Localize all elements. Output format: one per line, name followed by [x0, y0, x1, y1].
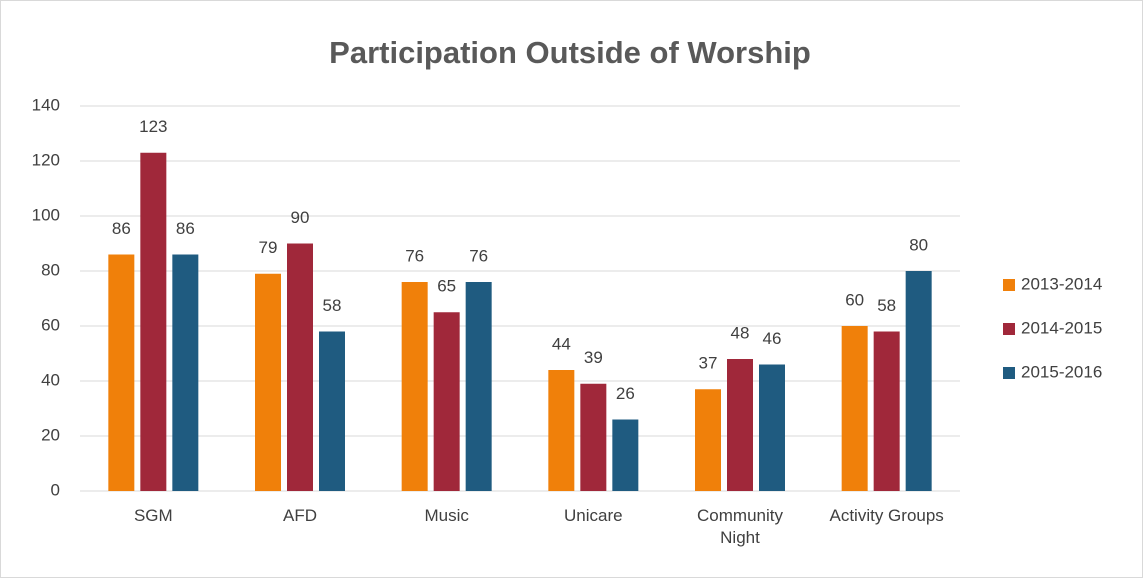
data-label: 76	[405, 246, 424, 265]
legend-swatch	[1003, 279, 1015, 291]
y-tick-label: 40	[41, 370, 60, 389]
y-tick-label: 120	[32, 150, 60, 169]
data-label: 58	[877, 296, 896, 315]
y-tick-label: 0	[51, 480, 60, 499]
data-label: 65	[437, 277, 456, 296]
bar	[401, 282, 428, 491]
bar	[287, 243, 313, 491]
bar	[727, 359, 753, 491]
x-tick-label: Music	[424, 506, 469, 525]
data-label: 123	[139, 117, 167, 136]
x-tick-label: AFD	[283, 506, 317, 525]
legend-label: 2013-2014	[1021, 274, 1102, 293]
bar	[841, 326, 868, 491]
data-label: 79	[259, 238, 278, 257]
data-label: 76	[469, 246, 488, 265]
y-tick-label: 20	[41, 425, 60, 444]
x-tick-label: Unicare	[564, 506, 623, 525]
bar	[759, 364, 785, 491]
bar	[433, 312, 460, 491]
data-label: 39	[584, 348, 603, 367]
legend-label: 2014-2015	[1021, 318, 1102, 337]
y-tick-label: 100	[32, 205, 60, 224]
chart-title: Participation Outside of Worship	[329, 35, 811, 70]
data-label: 58	[323, 296, 342, 315]
y-tick-label: 140	[32, 95, 60, 114]
legend-label: 2015-2016	[1021, 362, 1102, 381]
bar	[873, 331, 900, 491]
bar	[612, 419, 639, 491]
y-tick-label: 80	[41, 260, 60, 279]
y-tick-label: 60	[41, 315, 60, 334]
bar	[255, 273, 281, 491]
data-label: 48	[731, 323, 750, 342]
data-label: 46	[763, 329, 782, 348]
data-label: 80	[909, 235, 928, 254]
data-label: 60	[845, 290, 864, 309]
data-label: 44	[552, 334, 571, 353]
bar	[140, 152, 167, 491]
data-label: 86	[112, 219, 131, 238]
legend-swatch	[1003, 367, 1015, 379]
bar	[172, 254, 199, 491]
bar	[108, 254, 135, 491]
data-label: 90	[291, 208, 310, 227]
data-label: 37	[699, 354, 718, 373]
bar	[695, 389, 721, 491]
bar	[465, 282, 492, 491]
bar	[548, 370, 575, 491]
data-label: 86	[176, 219, 195, 238]
legend-swatch	[1003, 323, 1015, 335]
x-tick-label: SGM	[133, 506, 173, 525]
bar	[580, 383, 607, 491]
x-tick-label: Community Night	[697, 506, 783, 547]
bar	[905, 271, 932, 491]
data-label: 26	[616, 384, 635, 403]
bar	[319, 331, 345, 491]
x-tick-label: Activity Groups	[829, 506, 944, 525]
